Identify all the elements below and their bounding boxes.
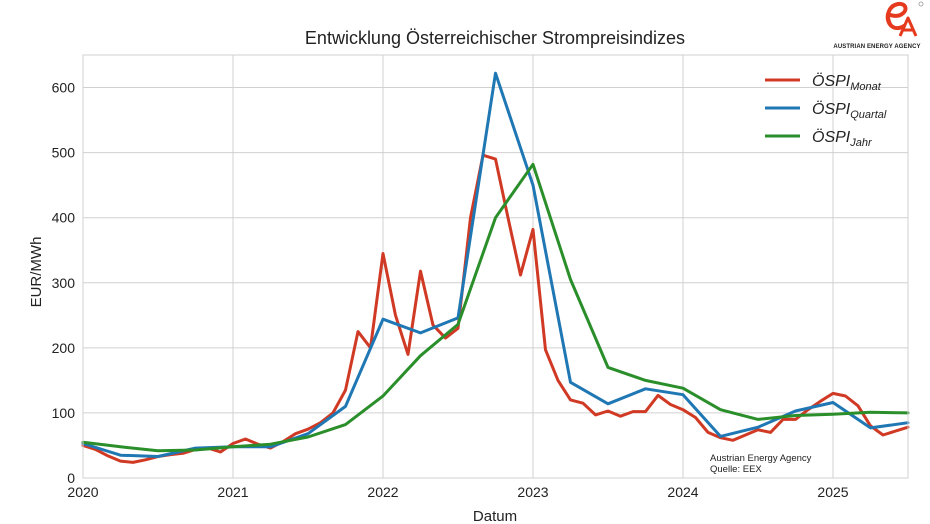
- x-tick-label: 2024: [667, 484, 698, 500]
- legend-label: ÖSPIQuartal: [812, 100, 887, 121]
- series-line-monat: [81, 153, 910, 464]
- x-tick-label: 2021: [217, 484, 248, 500]
- legend: ÖSPIMonat ÖSPIQuartal ÖSPIJahr: [765, 72, 887, 149]
- y-tick-label: 200: [52, 340, 76, 356]
- y-tick-label: 400: [52, 210, 76, 226]
- series-line-jahr: [81, 162, 910, 453]
- x-tick-label: 2025: [817, 484, 848, 500]
- plot-frame: [82, 54, 909, 479]
- source-note-line1: Austrian Energy Agency: [710, 453, 812, 464]
- x-tick-label: 2023: [517, 484, 548, 500]
- plot-area: [83, 55, 908, 478]
- y-tick-label: 0: [67, 470, 75, 486]
- logo-text: AUSTRIAN ENERGY AGENCY: [833, 44, 921, 50]
- y-tick-label: 500: [52, 145, 76, 161]
- legend-label: ÖSPIJahr: [812, 128, 873, 149]
- y-tick-label: 100: [52, 405, 76, 421]
- legend-label: ÖSPIMonat: [812, 72, 882, 93]
- x-tick-label: 2022: [367, 484, 398, 500]
- x-tick-label: 2020: [67, 484, 98, 500]
- chart-title: Entwicklung Österreichischer Strompreisi…: [305, 28, 685, 48]
- source-note-line2: Quelle: EEX: [710, 464, 762, 475]
- logo-mark-icon: [885, 1, 924, 37]
- series-group: [81, 71, 910, 464]
- x-axis-label: Datum: [473, 508, 517, 524]
- y-axis-label: EUR/MWh: [28, 237, 45, 308]
- logo: AUSTRIAN ENERGY AGENCY: [828, 0, 926, 50]
- y-tick-label: 300: [52, 275, 76, 291]
- tick-labels: 2020 2021 2022 2023 2024 2025 0 100 200 300 400 500…: [52, 80, 849, 500]
- y-tick-label: 600: [52, 80, 76, 96]
- plot-border: [82, 54, 909, 479]
